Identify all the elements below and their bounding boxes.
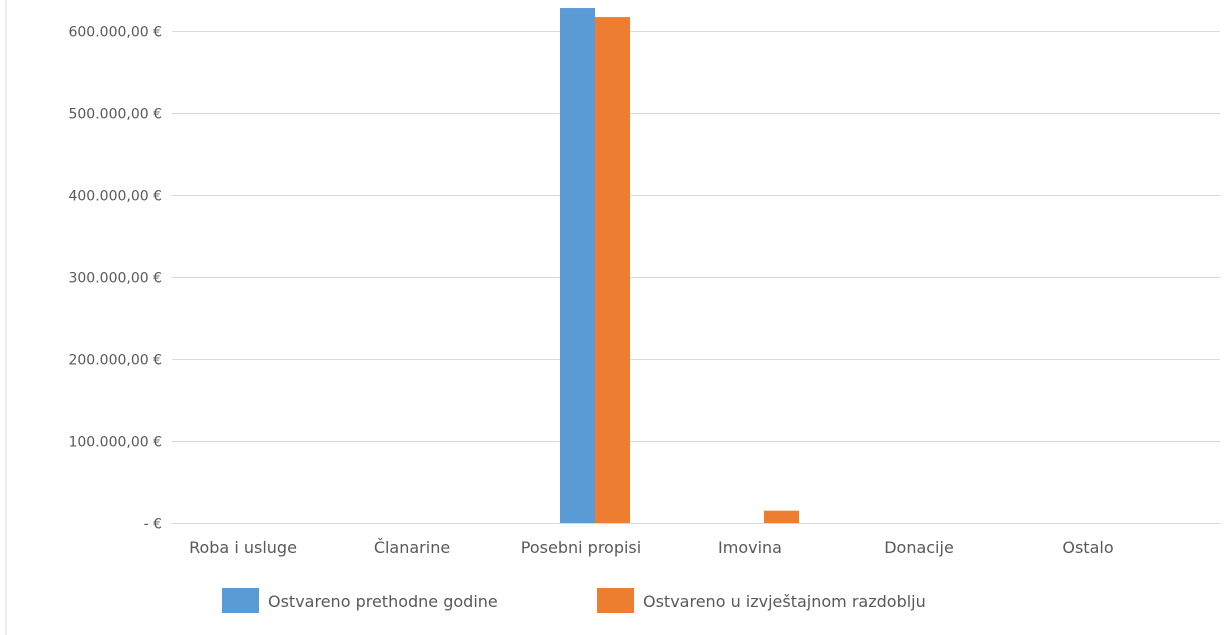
bar-reporting-period-3	[764, 510, 799, 523]
legend-label: Ostvareno prethodne godine	[268, 592, 498, 611]
y-tick-label: 400.000,00 €	[68, 189, 162, 205]
bar-reporting-period-2	[595, 17, 630, 524]
bar-previous-year-2	[560, 8, 595, 524]
x-tick-label: Ostalo	[1062, 538, 1113, 557]
gridlines	[172, 31, 1220, 524]
y-tick-label: 300.000,00 €	[68, 271, 162, 287]
bars	[560, 8, 799, 524]
x-tick-label: Članarine	[374, 538, 450, 557]
x-axis: Roba i usluge Članarine Posebni propisi Imo…	[189, 538, 1114, 557]
x-tick-label: Posebni propisi	[521, 538, 641, 557]
legend-label: Ostvareno u izvještajnom razdoblju	[643, 592, 926, 611]
y-axis: - € 100.000,00 € 200.000,00 € 300.000,00 € 4…	[68, 25, 162, 533]
y-tick-label: 500.000,00 €	[68, 107, 162, 123]
x-tick-label: Imovina	[718, 538, 782, 557]
legend: Ostvareno prethodne godine Ostvareno u iz…	[222, 588, 926, 613]
x-tick-label: Roba i usluge	[189, 538, 297, 557]
y-tick-label: 200.000,00 €	[68, 353, 162, 369]
legend-swatch	[222, 588, 259, 613]
legend-swatch	[597, 588, 634, 613]
x-tick-label: Donacije	[884, 538, 954, 557]
y-tick-label: 600.000,00 €	[68, 25, 162, 41]
y-tick-label: 100.000,00 €	[68, 435, 162, 451]
y-tick-label: - €	[144, 517, 162, 533]
